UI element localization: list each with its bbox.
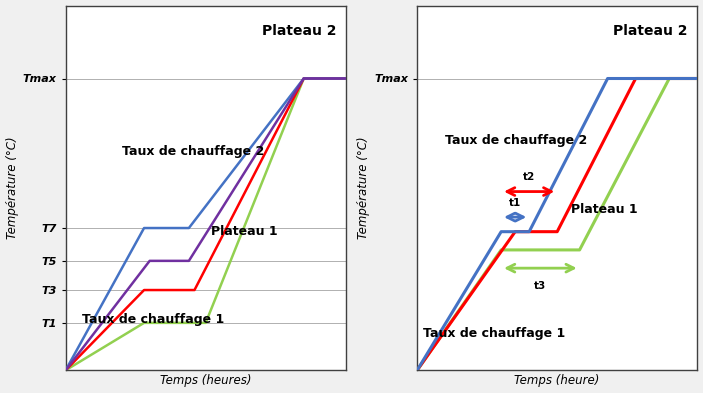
Text: Taux de chauffage 1: Taux de chauffage 1 [423, 327, 565, 340]
Text: Plateau 2: Plateau 2 [262, 24, 336, 38]
Text: Taux de chauffage 2: Taux de chauffage 2 [122, 145, 264, 158]
Text: Taux de chauffage 2: Taux de chauffage 2 [445, 134, 588, 147]
X-axis label: Temps (heure): Temps (heure) [515, 375, 600, 387]
Text: t2: t2 [523, 172, 535, 182]
Y-axis label: Température (°C): Température (°C) [6, 137, 18, 239]
Text: Taux de chauffage 1: Taux de chauffage 1 [82, 313, 225, 326]
Y-axis label: Température (°C): Température (°C) [357, 137, 370, 239]
Text: Plateau 2: Plateau 2 [613, 24, 688, 38]
Text: t3: t3 [534, 281, 546, 291]
Text: t1: t1 [509, 198, 522, 208]
X-axis label: Temps (heures): Temps (heures) [160, 375, 252, 387]
Text: Plateau 1: Plateau 1 [572, 203, 638, 216]
Text: Plateau 1: Plateau 1 [212, 225, 278, 238]
